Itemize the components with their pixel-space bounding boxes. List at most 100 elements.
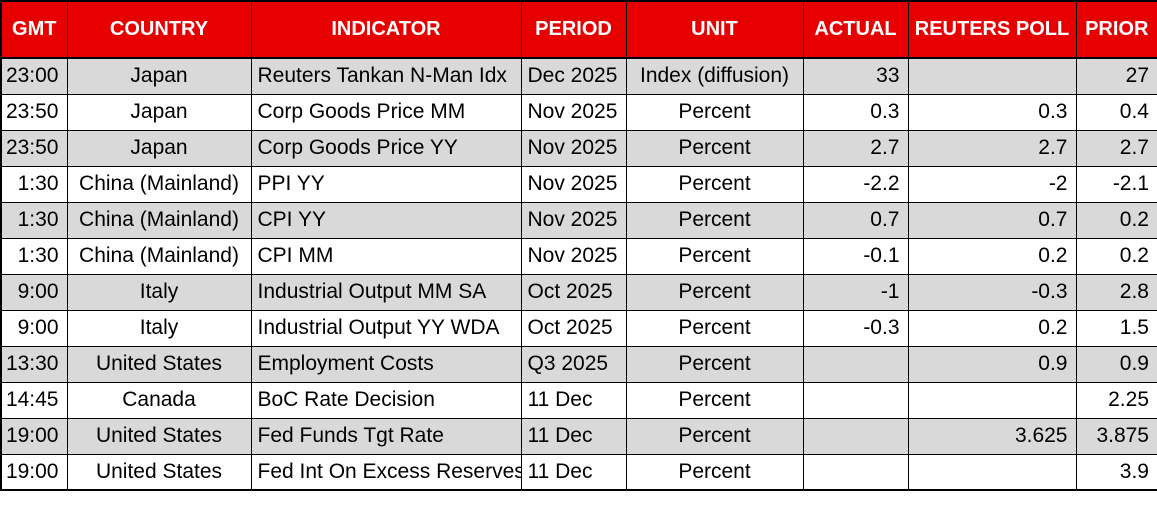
cell-actual: [802, 381, 909, 419]
cell-prior: 2.25: [1075, 381, 1157, 419]
column-header-period: PERIOD: [520, 0, 627, 59]
cell-period: Nov 2025: [520, 237, 627, 275]
column-header-country: COUNTRY: [66, 0, 252, 59]
cell-actual: [802, 417, 909, 455]
cell-indicator: Corp Goods Price YY: [250, 129, 522, 167]
cell-reuters_poll: 0.7: [907, 201, 1077, 239]
table-row: 23:50 Japan Corp Goods Price YY Nov 2025 Per…: [0, 129, 1157, 167]
cell-actual: -0.3: [802, 309, 909, 347]
economic-calendar-table: GMT COUNTRY INDICATOR PERIOD UNIT ACTUAL REUTE…: [0, 0, 1157, 491]
cell-country: China (Mainland): [66, 201, 252, 239]
cell-reuters_poll: -2: [907, 165, 1077, 203]
cell-reuters_poll: 0.2: [907, 237, 1077, 275]
cell-gmt: 1:30: [0, 201, 68, 239]
cell-prior: 0.4: [1075, 93, 1157, 131]
cell-gmt: 1:30: [0, 165, 68, 203]
cell-period: 11 Dec: [520, 417, 627, 455]
cell-reuters_poll: -0.3: [907, 273, 1077, 311]
table-row: 14:45 Canada BoC Rate Decision 11 Dec Percen…: [0, 381, 1157, 419]
cell-unit: Percent: [625, 345, 804, 383]
cell-reuters_poll: 0.9: [907, 345, 1077, 383]
table-row: 23:50 Japan Corp Goods Price MM Nov 2025 Per…: [0, 93, 1157, 131]
cell-actual: [802, 453, 909, 491]
column-header-gmt: GMT: [0, 0, 68, 59]
table-row: 13:30 United States Employment Costs Q3 202…: [0, 345, 1157, 383]
cell-gmt: 13:30: [0, 345, 68, 383]
cell-prior: 0.2: [1075, 201, 1157, 239]
column-header-indicator: INDICATOR: [250, 0, 522, 59]
table-row: 19:00 United States Fed Int On Excess Rese…: [0, 453, 1157, 491]
table-row: 19:00 United States Fed Funds Tgt Rate 11 D…: [0, 417, 1157, 455]
cell-indicator: CPI YY: [250, 201, 522, 239]
cell-indicator: Industrial Output MM SA: [250, 273, 522, 311]
cell-prior: 3.875: [1075, 417, 1157, 455]
cell-country: Italy: [66, 273, 252, 311]
cell-period: Q3 2025: [520, 345, 627, 383]
cell-actual: 33: [802, 57, 909, 95]
column-header-prior: PRIOR: [1075, 0, 1157, 59]
cell-actual: 0.3: [802, 93, 909, 131]
cell-actual: -0.1: [802, 237, 909, 275]
cell-gmt: 9:00: [0, 273, 68, 311]
table-row: 1:30 China (Mainland) CPI MM Nov 2025 Percen…: [0, 237, 1157, 275]
cell-reuters_poll: [907, 381, 1077, 419]
cell-period: Nov 2025: [520, 93, 627, 131]
cell-indicator: Industrial Output YY WDA: [250, 309, 522, 347]
cell-country: United States: [66, 453, 252, 491]
cell-gmt: 23:00: [0, 57, 68, 95]
column-header-unit: UNIT: [625, 0, 804, 59]
cell-unit: Percent: [625, 309, 804, 347]
cell-country: Japan: [66, 93, 252, 131]
cell-unit: Percent: [625, 93, 804, 131]
cell-unit: Percent: [625, 417, 804, 455]
cell-actual: -1: [802, 273, 909, 311]
cell-indicator: Fed Funds Tgt Rate: [250, 417, 522, 455]
cell-actual: -2.2: [802, 165, 909, 203]
cell-gmt: 19:00: [0, 453, 68, 491]
cell-period: Dec 2025: [520, 57, 627, 95]
table-row: 1:30 China (Mainland) CPI YY Nov 2025 Percen…: [0, 201, 1157, 239]
cell-reuters_poll: [907, 453, 1077, 491]
cell-unit: Percent: [625, 201, 804, 239]
cell-indicator: Employment Costs: [250, 345, 522, 383]
column-header-actual: ACTUAL: [802, 0, 909, 59]
cell-period: Nov 2025: [520, 165, 627, 203]
cell-prior: -2.1: [1075, 165, 1157, 203]
cell-unit: Percent: [625, 237, 804, 275]
cell-reuters_poll: 0.2: [907, 309, 1077, 347]
cell-period: Oct 2025: [520, 309, 627, 347]
cell-gmt: 23:50: [0, 129, 68, 167]
cell-country: United States: [66, 345, 252, 383]
table-row: 23:00 Japan Reuters Tankan N-Man Idx Dec 20…: [0, 57, 1157, 95]
cell-prior: 3.9: [1075, 453, 1157, 491]
cell-period: Oct 2025: [520, 273, 627, 311]
column-header-reuters_poll: REUTERS POLL: [907, 0, 1077, 59]
cell-country: Canada: [66, 381, 252, 419]
cell-prior: 27: [1075, 57, 1157, 95]
cell-unit: Percent: [625, 453, 804, 491]
cell-prior: 0.9: [1075, 345, 1157, 383]
table-header: GMT COUNTRY INDICATOR PERIOD UNIT ACTUAL REUTE…: [0, 0, 1157, 59]
cell-indicator: Corp Goods Price MM: [250, 93, 522, 131]
cell-gmt: 9:00: [0, 309, 68, 347]
cell-period: 11 Dec: [520, 453, 627, 491]
cell-reuters_poll: 2.7: [907, 129, 1077, 167]
cell-unit: Index (diffusion): [625, 57, 804, 95]
cell-gmt: 19:00: [0, 417, 68, 455]
cell-indicator: PPI YY: [250, 165, 522, 203]
cell-indicator: Reuters Tankan N-Man Idx: [250, 57, 522, 95]
cell-reuters_poll: 3.625: [907, 417, 1077, 455]
cell-gmt: 23:50: [0, 93, 68, 131]
cell-actual: 0.7: [802, 201, 909, 239]
cell-country: Japan: [66, 57, 252, 95]
cell-country: Japan: [66, 129, 252, 167]
cell-prior: 2.8: [1075, 273, 1157, 311]
cell-unit: Percent: [625, 129, 804, 167]
table-body: 23:00 Japan Reuters Tankan N-Man Idx Dec 20…: [0, 57, 1157, 491]
table-row: 9:00 Italy Industrial Output MM SA Oct 2025…: [0, 273, 1157, 311]
cell-indicator: Fed Int On Excess Reserves: [250, 453, 522, 491]
cell-prior: 0.2: [1075, 237, 1157, 275]
cell-indicator: CPI MM: [250, 237, 522, 275]
cell-country: Italy: [66, 309, 252, 347]
table-row: 1:30 China (Mainland) PPI YY Nov 2025 Percen…: [0, 165, 1157, 203]
